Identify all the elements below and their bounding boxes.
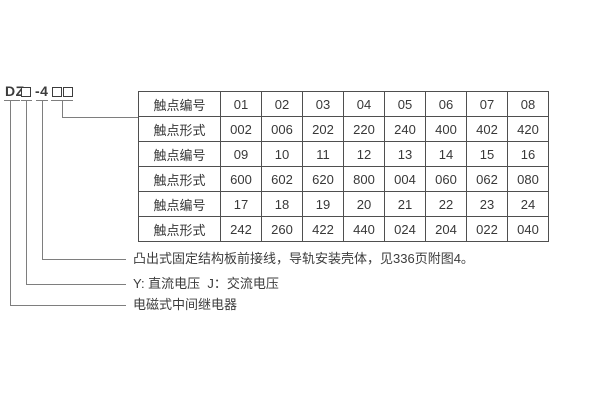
- table-cell: 062: [466, 166, 508, 192]
- table-row: 触点编号 01 02 03 04 05 06 07 08: [138, 91, 549, 117]
- table-cell: 10: [261, 141, 303, 167]
- underline-prefix: [4, 100, 20, 101]
- table-cell: 24: [507, 191, 549, 217]
- model-dash-number: -4: [35, 83, 49, 99]
- table-cell: 002: [220, 116, 262, 142]
- leader-horizontal-mounting: [42, 259, 126, 260]
- table-cell: 09: [220, 141, 262, 167]
- contact-table: 触点编号 01 02 03 04 05 06 07 08 触点形式 002 006 202 220 240 4…: [138, 91, 549, 242]
- table-row: 触点形式 600 602 620 800 004 060 062 080: [138, 166, 549, 192]
- table-cell: 16: [507, 141, 549, 167]
- table-cell: 240: [384, 116, 426, 142]
- table-cell: 060: [425, 166, 467, 192]
- underline-dash-number: [36, 100, 48, 101]
- table-cell: 07: [466, 91, 508, 117]
- table-cell: 01: [220, 91, 262, 117]
- table-row: 触点形式 242 260 422 440 024 204 022 040: [138, 216, 549, 242]
- table-cell: 05: [384, 91, 426, 117]
- placeholder-box-contact-1: [52, 87, 62, 97]
- table-cell: 440: [343, 216, 385, 242]
- table-cell: 23: [466, 191, 508, 217]
- leader-horizontal-contact-table: [62, 117, 138, 118]
- table-cell: 260: [261, 216, 303, 242]
- leader-vertical-voltage: [26, 101, 27, 284]
- table-cell: 202: [302, 116, 344, 142]
- row-label: 触点编号: [138, 141, 221, 167]
- table-cell: 08: [507, 91, 549, 117]
- placeholder-box-voltage: [21, 87, 31, 97]
- table-cell: 220: [343, 116, 385, 142]
- table-cell: 21: [384, 191, 426, 217]
- table-cell: 03: [302, 91, 344, 117]
- table-cell: 800: [343, 166, 385, 192]
- annotation-mounting: 凸出式固定结构板前接线，导轨安装壳体，见336页附图4。: [133, 251, 474, 266]
- table-cell: 420: [507, 116, 549, 142]
- annotation-type: 电磁式中间继电器: [133, 297, 238, 312]
- row-label: 触点编号: [138, 91, 221, 117]
- table-cell: 600: [220, 166, 262, 192]
- row-label: 触点形式: [138, 116, 221, 142]
- table-row: 触点编号 17 18 19 20 21 22 23 24: [138, 191, 549, 217]
- table-cell: 006: [261, 116, 303, 142]
- table-cell: 02: [261, 91, 303, 117]
- table-cell: 04: [343, 91, 385, 117]
- table-row: 触点编号 09 10 11 12 13 14 15 16: [138, 141, 549, 167]
- table-cell: 11: [302, 141, 344, 167]
- table-cell: 022: [466, 216, 508, 242]
- table-cell: 19: [302, 191, 344, 217]
- table-row: 触点形式 002 006 202 220 240 400 402 420: [138, 116, 549, 142]
- table-cell: 12: [343, 141, 385, 167]
- table-cell: 402: [466, 116, 508, 142]
- table-cell: 004: [384, 166, 426, 192]
- table-cell: 422: [302, 216, 344, 242]
- table-cell: 080: [507, 166, 549, 192]
- table-cell: 602: [261, 166, 303, 192]
- leader-vertical-contact-table: [62, 101, 63, 117]
- table-cell: 22: [425, 191, 467, 217]
- underline-box2: [51, 100, 73, 101]
- table-cell: 17: [220, 191, 262, 217]
- table-cell: 242: [220, 216, 262, 242]
- table-cell: 18: [261, 191, 303, 217]
- model-prefix: DZ: [5, 83, 25, 99]
- table-cell: 620: [302, 166, 344, 192]
- table-cell: 204: [425, 216, 467, 242]
- placeholder-box-contact-2: [63, 87, 73, 97]
- table-cell: 400: [425, 116, 467, 142]
- row-label: 触点编号: [138, 191, 221, 217]
- underline-box1: [21, 100, 32, 101]
- leader-vertical-type: [10, 101, 11, 305]
- table-cell: 06: [425, 91, 467, 117]
- leader-horizontal-type: [10, 305, 126, 306]
- row-label: 触点形式: [138, 166, 221, 192]
- table-cell: 15: [466, 141, 508, 167]
- table-cell: 13: [384, 141, 426, 167]
- table-cell: 024: [384, 216, 426, 242]
- table-cell: 040: [507, 216, 549, 242]
- table-cell: 20: [343, 191, 385, 217]
- annotation-voltage: Y: 直流电压 J：交流电压: [133, 276, 279, 291]
- leader-horizontal-voltage: [26, 284, 126, 285]
- row-label: 触点形式: [138, 216, 221, 242]
- table-cell: 14: [425, 141, 467, 167]
- leader-vertical-mounting: [42, 101, 43, 259]
- contact-table-body: 触点编号 01 02 03 04 05 06 07 08 触点形式 002 006 202 220 240 4…: [138, 91, 549, 242]
